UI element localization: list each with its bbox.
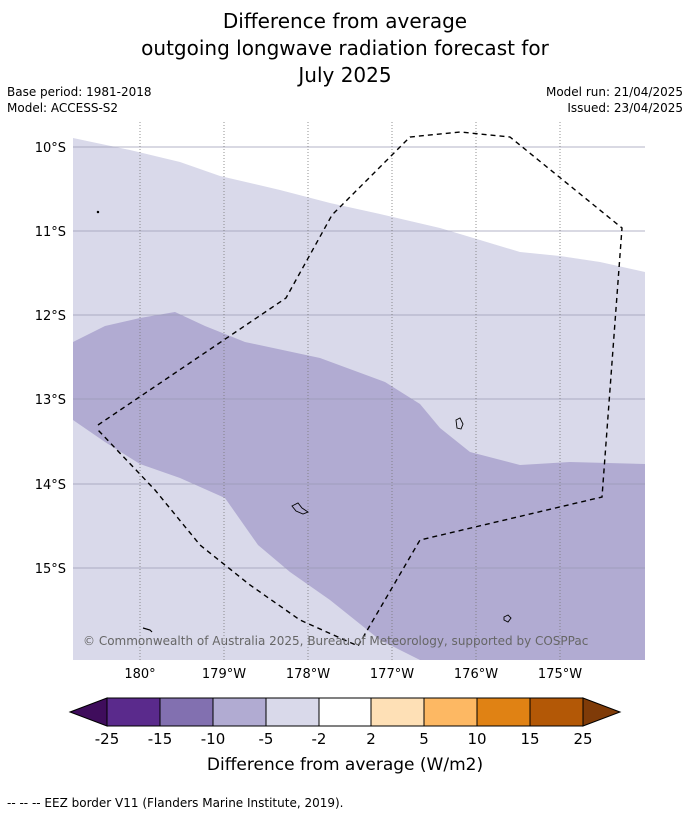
colorbar-extend-high (582, 697, 622, 727)
meta-left: Base period: 1981-2018 Model: ACCESS-S2 (7, 84, 152, 116)
colorbar-tick-label: -15 (148, 730, 173, 748)
colorbar-box (106, 697, 161, 727)
island-outline (142, 627, 153, 633)
colorbar-tick-label: -10 (201, 730, 226, 748)
colorbar-box (529, 697, 584, 727)
colorbar-tick-label: 15 (520, 730, 539, 748)
colorbar-box (423, 697, 478, 727)
colorbar-tick-label: -5 (259, 730, 274, 748)
lon-label: 179°W (202, 667, 246, 682)
issued-text: Issued: 23/04/2025 (567, 101, 683, 115)
gridlines (73, 122, 645, 660)
lat-label: 12°S (35, 309, 66, 324)
lon-label: 176°W (454, 667, 498, 682)
colorbar-box (212, 697, 267, 727)
colorbar-tick-label: -2 (312, 730, 327, 748)
colorbar-extend-low (68, 697, 108, 727)
lon-label: 177°W (370, 667, 414, 682)
islands (96, 210, 512, 633)
colorbar-label: Difference from average (W/m2) (207, 755, 483, 775)
title-line-3: July 2025 (298, 63, 392, 87)
eez-legend-text: -- -- -- EEZ border V11 (Flanders Marine… (7, 796, 344, 810)
colorbar-tick-label: -25 (95, 730, 120, 748)
lon-label: 178°W (286, 667, 330, 682)
title-line-2: outgoing longwave radiation forecast for (141, 36, 549, 60)
colorbar-box (265, 697, 320, 727)
model-run-text: Model run: 21/04/2025 (545, 85, 683, 99)
eez-border (97, 131, 623, 647)
colorbar-tick-label: 5 (419, 730, 429, 748)
island-outline (455, 417, 464, 430)
lat-label: 11°S (35, 225, 66, 240)
island-outline (503, 614, 512, 623)
model-text: Model: ACCESS-S2 (7, 101, 119, 115)
map-area (73, 122, 645, 660)
colorbar-box (159, 697, 214, 727)
chart-title: Difference from average outgoing longwav… (0, 8, 690, 89)
lat-label: 13°S (35, 393, 66, 408)
lon-label: 180° (124, 667, 155, 682)
island-marker (96, 210, 100, 214)
colorbar-tick-label: 25 (573, 730, 592, 748)
colorbar-tick-labels: -25 -15 -10 -5 -2 2 5 10 15 25 (95, 730, 593, 748)
title-line-1: Difference from average (222, 9, 468, 33)
colorbar (68, 697, 622, 727)
colorbar-box (318, 697, 372, 727)
colorbar-tick-label: 2 (366, 730, 376, 748)
lon-labels: 180° 179°W 178°W 177°W 176°W 175°W (124, 667, 582, 682)
copyright-text: © Commonwealth of Australia 2025, Bureau… (83, 634, 588, 648)
colorbar-tick-label: 10 (467, 730, 486, 748)
base-period-text: Base period: 1981-2018 (7, 85, 152, 99)
lat-label: 14°S (35, 478, 66, 493)
lat-label: 10°S (35, 141, 66, 156)
meta-right: Model run: 21/04/2025 Issued: 23/04/2025 (546, 84, 683, 116)
colorbar-box (370, 697, 425, 727)
lon-label: 175°W (538, 667, 582, 682)
lat-label: 15°S (35, 562, 66, 577)
colorbar-box (476, 697, 531, 727)
island-outline (291, 502, 309, 515)
lat-labels: 10°S 11°S 12°S 13°S 14°S 15°S (35, 141, 66, 577)
